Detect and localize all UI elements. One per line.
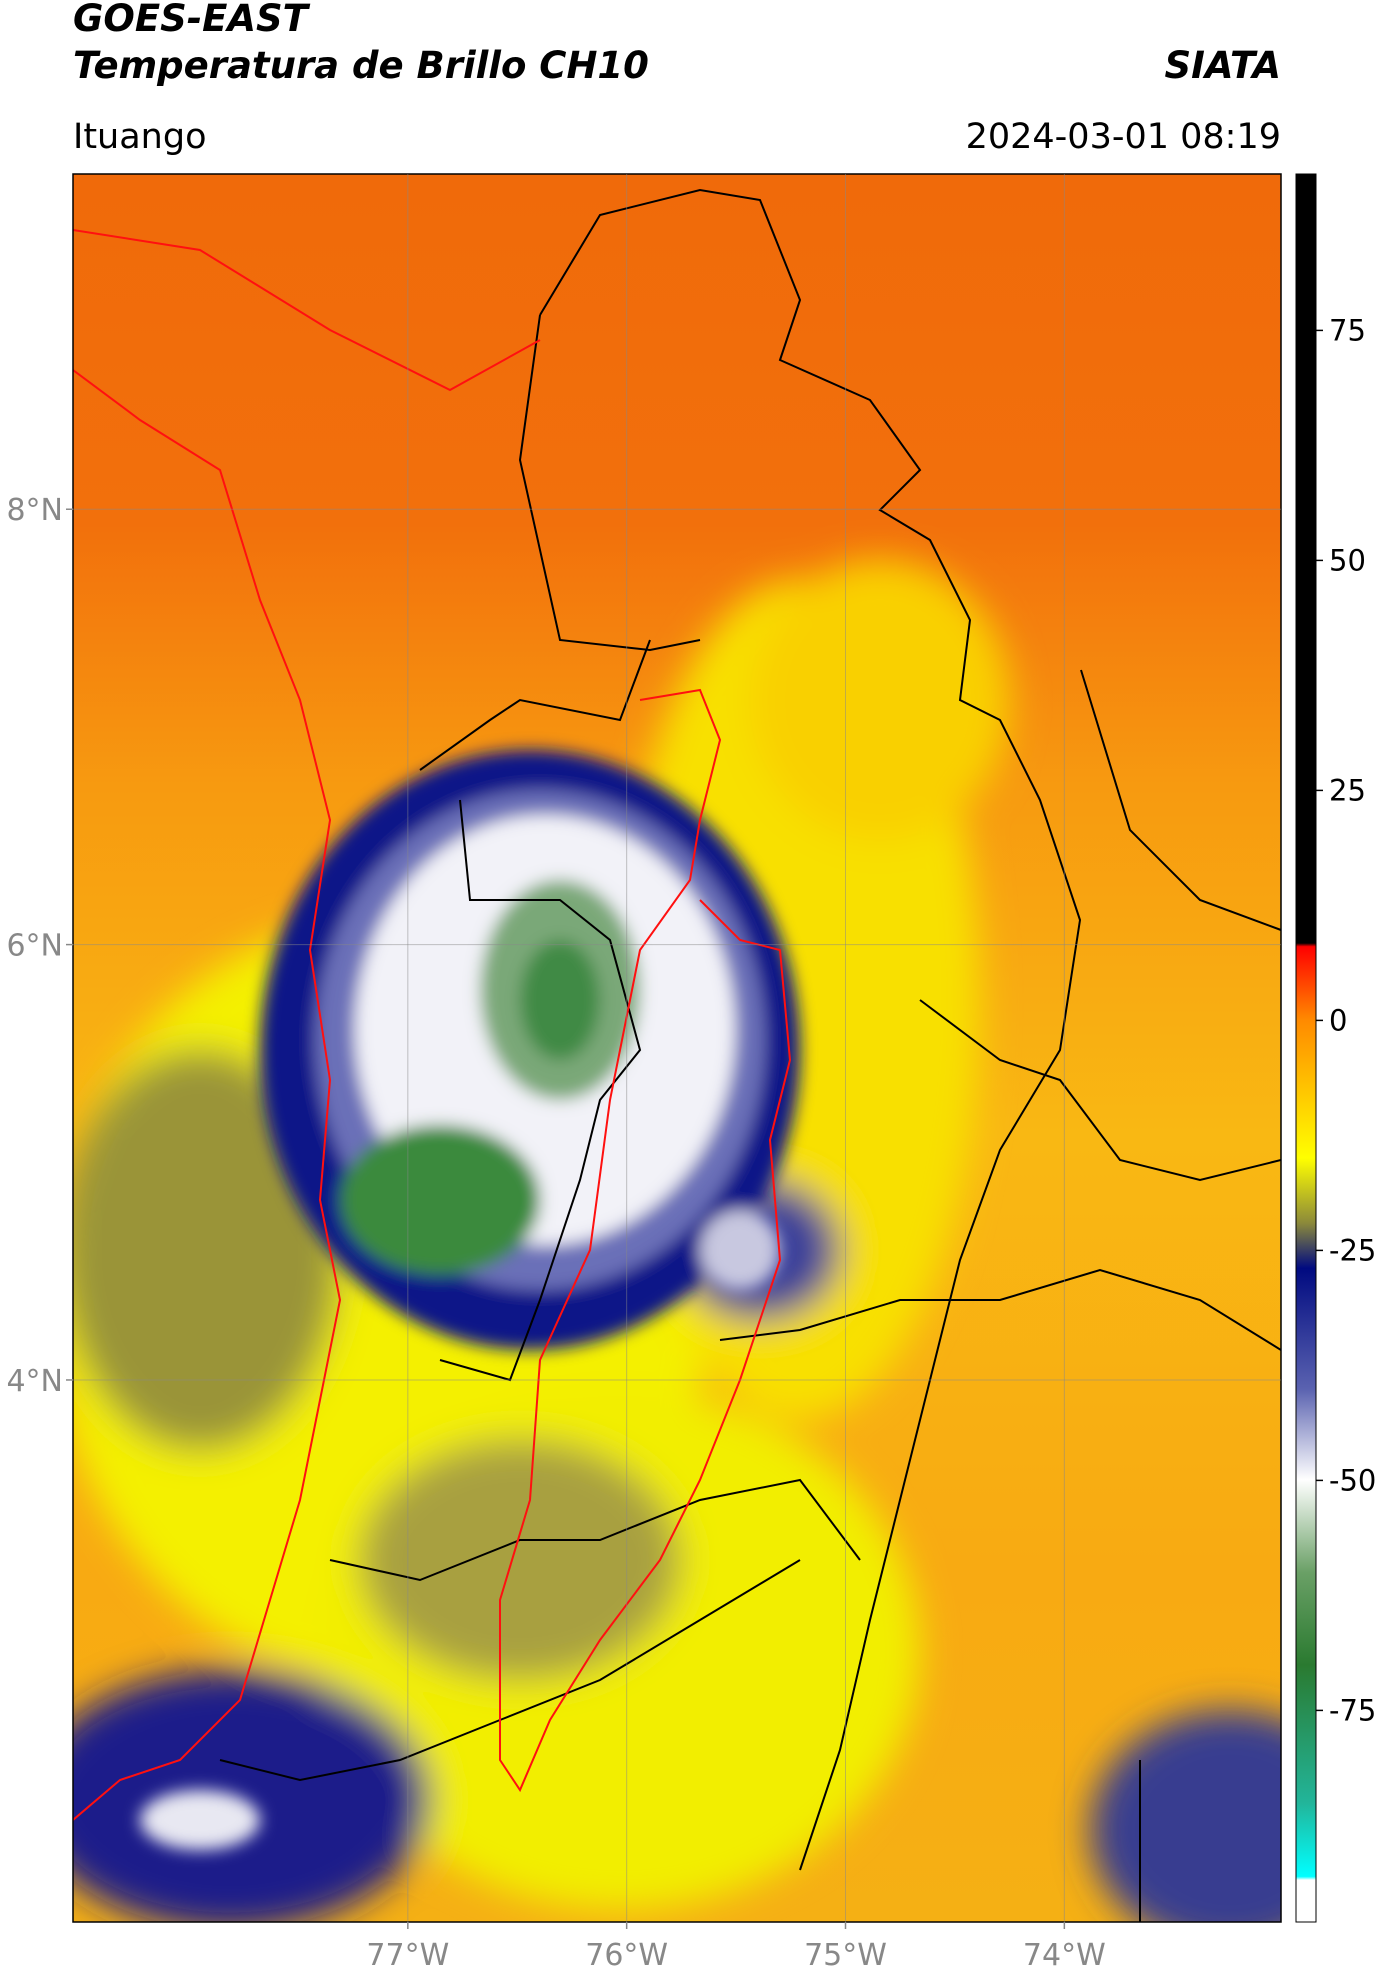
lon-tick-label: 76°W xyxy=(585,1938,668,1973)
source: SIATA xyxy=(1164,44,1281,87)
lat-tick-label: 4°N xyxy=(6,1364,63,1399)
subtitle: Temperatura de Brillo CH10 xyxy=(73,44,649,87)
datetime: 2024-03-01 08:19 xyxy=(966,117,1281,157)
borders xyxy=(219,188,1281,1922)
colorbar-tick-label: -75 xyxy=(1329,1693,1376,1727)
colorbar-tick-label: 25 xyxy=(1329,773,1366,807)
colorbar-tick-label: -25 xyxy=(1329,1233,1376,1267)
lon-tick-label: 74°W xyxy=(1023,1938,1106,1973)
lat-tick-label: 8°N xyxy=(6,493,63,528)
colorbar-tick-label: 0 xyxy=(1329,1003,1347,1037)
title: GOES-EAST xyxy=(73,0,311,40)
location: Ituango xyxy=(73,117,207,157)
lon-tick-label: 75°W xyxy=(804,1938,887,1973)
map-frame xyxy=(72,173,1282,1923)
colorbar-tick-label: 50 xyxy=(1329,543,1366,577)
lon-tick-label: 77°W xyxy=(366,1938,449,1973)
colorbar-tick-label: -50 xyxy=(1329,1463,1376,1497)
colorbar xyxy=(1295,173,1317,1923)
boundaries xyxy=(73,229,792,1821)
lat-tick-label: 6°N xyxy=(6,929,63,964)
satellite-image xyxy=(73,174,1281,1922)
colorbar-tick-label: 75 xyxy=(1329,313,1366,347)
